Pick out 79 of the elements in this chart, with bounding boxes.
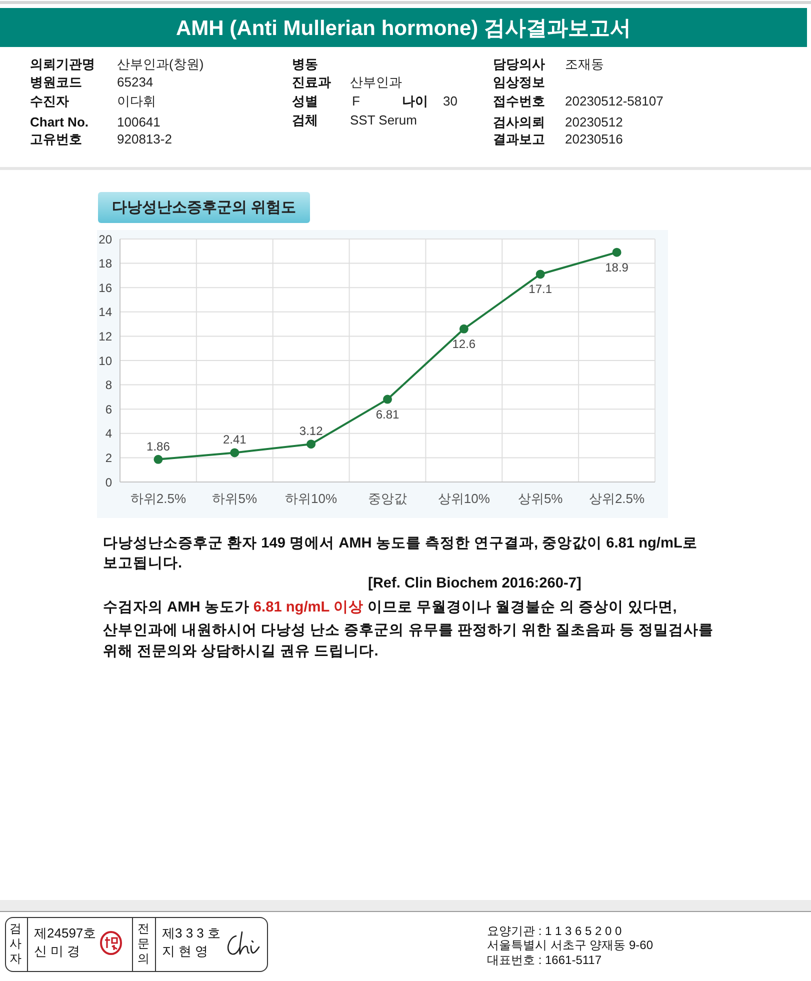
data-label: 12.6 bbox=[452, 336, 476, 351]
text: 수검자의 AMH 농도가 bbox=[103, 600, 250, 616]
y-tick-label: 0 bbox=[105, 475, 112, 490]
text: 920813-2 bbox=[117, 132, 172, 147]
x-tick-label: 중앙값 bbox=[368, 491, 407, 506]
text: 지 현 영 bbox=[162, 944, 208, 959]
text: 나이 bbox=[402, 94, 428, 109]
y-tick-label: 10 bbox=[98, 354, 112, 368]
text: 서울특별시 서초구 양재동 9-60 bbox=[487, 938, 654, 952]
y-tick-label: 18 bbox=[98, 256, 112, 271]
text: 20230512 bbox=[565, 114, 623, 130]
data-label: 3.12 bbox=[299, 424, 324, 438]
x-tick-label: 하위2.5% bbox=[130, 491, 186, 506]
text: SST Serum bbox=[350, 112, 417, 128]
text: [Ref. Clin Biochem 2016:260-7] bbox=[368, 576, 582, 592]
x-tick-label: 상위2.5% bbox=[588, 491, 646, 506]
text: 100641 bbox=[117, 114, 160, 130]
text: 다낭성난소증후군 환자 149 명에서 AMH 농도를 측정한 연구결과, 중앙값이 6.81 ng/mL로 bbox=[103, 536, 698, 552]
text: 신 미 경 bbox=[34, 944, 80, 959]
point bbox=[306, 440, 316, 449]
y-tick-label: 12 bbox=[98, 329, 112, 344]
data-label: 17.1 bbox=[528, 282, 552, 296]
y-tick-label: 14 bbox=[98, 305, 112, 320]
y-tick-label: 8 bbox=[105, 378, 112, 392]
text: 이다휘 bbox=[117, 94, 156, 109]
chart-title: AMH (Anti Mullerian hormone) 검사결과보고서 bbox=[176, 16, 631, 42]
text: 제24597호 bbox=[34, 926, 96, 941]
text: 임상정보 bbox=[493, 74, 545, 90]
text: 보고됩니다. bbox=[103, 556, 182, 572]
y-tick-label: 2 bbox=[105, 450, 112, 465]
data-label: 1.86 bbox=[146, 439, 170, 454]
text: 병동 bbox=[292, 56, 318, 72]
text: 결과보고 bbox=[493, 132, 545, 147]
text: 전문의 bbox=[138, 922, 150, 966]
text: 접수번호 bbox=[493, 94, 545, 109]
text: 6.81 ng/mL 이상 bbox=[253, 600, 364, 616]
text: 제3 3 3 호 bbox=[162, 926, 221, 941]
text: Chart No. bbox=[30, 114, 88, 130]
y-tick-label: 6 bbox=[105, 402, 112, 416]
text: 조재동 bbox=[565, 56, 604, 72]
data-label: 6.81 bbox=[376, 407, 400, 422]
text: 대표번호 : 1661-5117 bbox=[487, 953, 602, 968]
y-tick-label: 4 bbox=[105, 426, 112, 441]
x-tick-label: 하위10% bbox=[285, 491, 338, 506]
text: 의뢰기관명 bbox=[30, 56, 95, 72]
text: 이므로 무월경이나 월경불순 의 증상이 있다면, bbox=[366, 600, 677, 616]
text: 검체 bbox=[292, 112, 318, 128]
x-tick-label: 상위10% bbox=[438, 491, 490, 506]
text: 수진자 bbox=[30, 94, 69, 109]
text: 20230512-58107 bbox=[565, 94, 664, 109]
chart-subtitle: 다낭성난소증후군의 위험도 bbox=[112, 198, 296, 217]
point bbox=[383, 394, 392, 404]
y-tick-label: 20 bbox=[98, 232, 112, 246]
point bbox=[154, 454, 163, 464]
text: 위해 전문의와 상담하시길 권유 드립니다. bbox=[103, 644, 378, 660]
text: 담당의사 bbox=[493, 56, 545, 72]
text: 산부인과(창원) bbox=[117, 56, 204, 72]
text: 산부인과에 내원하시어 다낭성 난소 증후군의 유무를 판정하기 위한 질초음파 등 정밀검사를 bbox=[103, 622, 714, 639]
data-label: 18.9 bbox=[605, 260, 629, 274]
text: 병원코드 bbox=[30, 74, 82, 90]
point bbox=[459, 324, 468, 334]
point bbox=[536, 270, 545, 279]
text: 고유번호 bbox=[30, 132, 82, 147]
text: 산부인과 bbox=[350, 74, 402, 90]
text: F bbox=[352, 94, 360, 109]
point bbox=[612, 248, 622, 257]
x-tick-label: 하위5% bbox=[212, 491, 258, 506]
text: 20230516 bbox=[565, 132, 623, 147]
text: 검사의뢰 bbox=[493, 114, 545, 130]
point bbox=[230, 448, 240, 458]
text: 성별 bbox=[292, 94, 318, 109]
data-label: 2.41 bbox=[222, 432, 247, 447]
text: 검사자 bbox=[10, 922, 22, 966]
text: 65234 bbox=[117, 74, 154, 90]
text: 진료과 bbox=[292, 74, 331, 90]
text: 요양기관 : 1 1 3 6 5 2 0 0 bbox=[487, 924, 622, 938]
text: 30 bbox=[443, 94, 458, 109]
x-tick-label: 상위5% bbox=[518, 491, 564, 506]
y-tick-label: 16 bbox=[98, 280, 112, 295]
